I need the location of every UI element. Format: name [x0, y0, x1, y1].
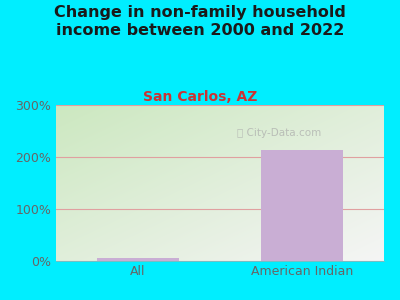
Text: San Carlos, AZ: San Carlos, AZ	[143, 90, 257, 104]
Bar	[261, 150, 343, 261]
Bar	[97, 258, 179, 261]
Text: Change in non-family household
income between 2000 and 2022: Change in non-family household income be…	[54, 4, 346, 38]
Text: ⓘ City-Data.com: ⓘ City-Data.com	[237, 128, 321, 138]
